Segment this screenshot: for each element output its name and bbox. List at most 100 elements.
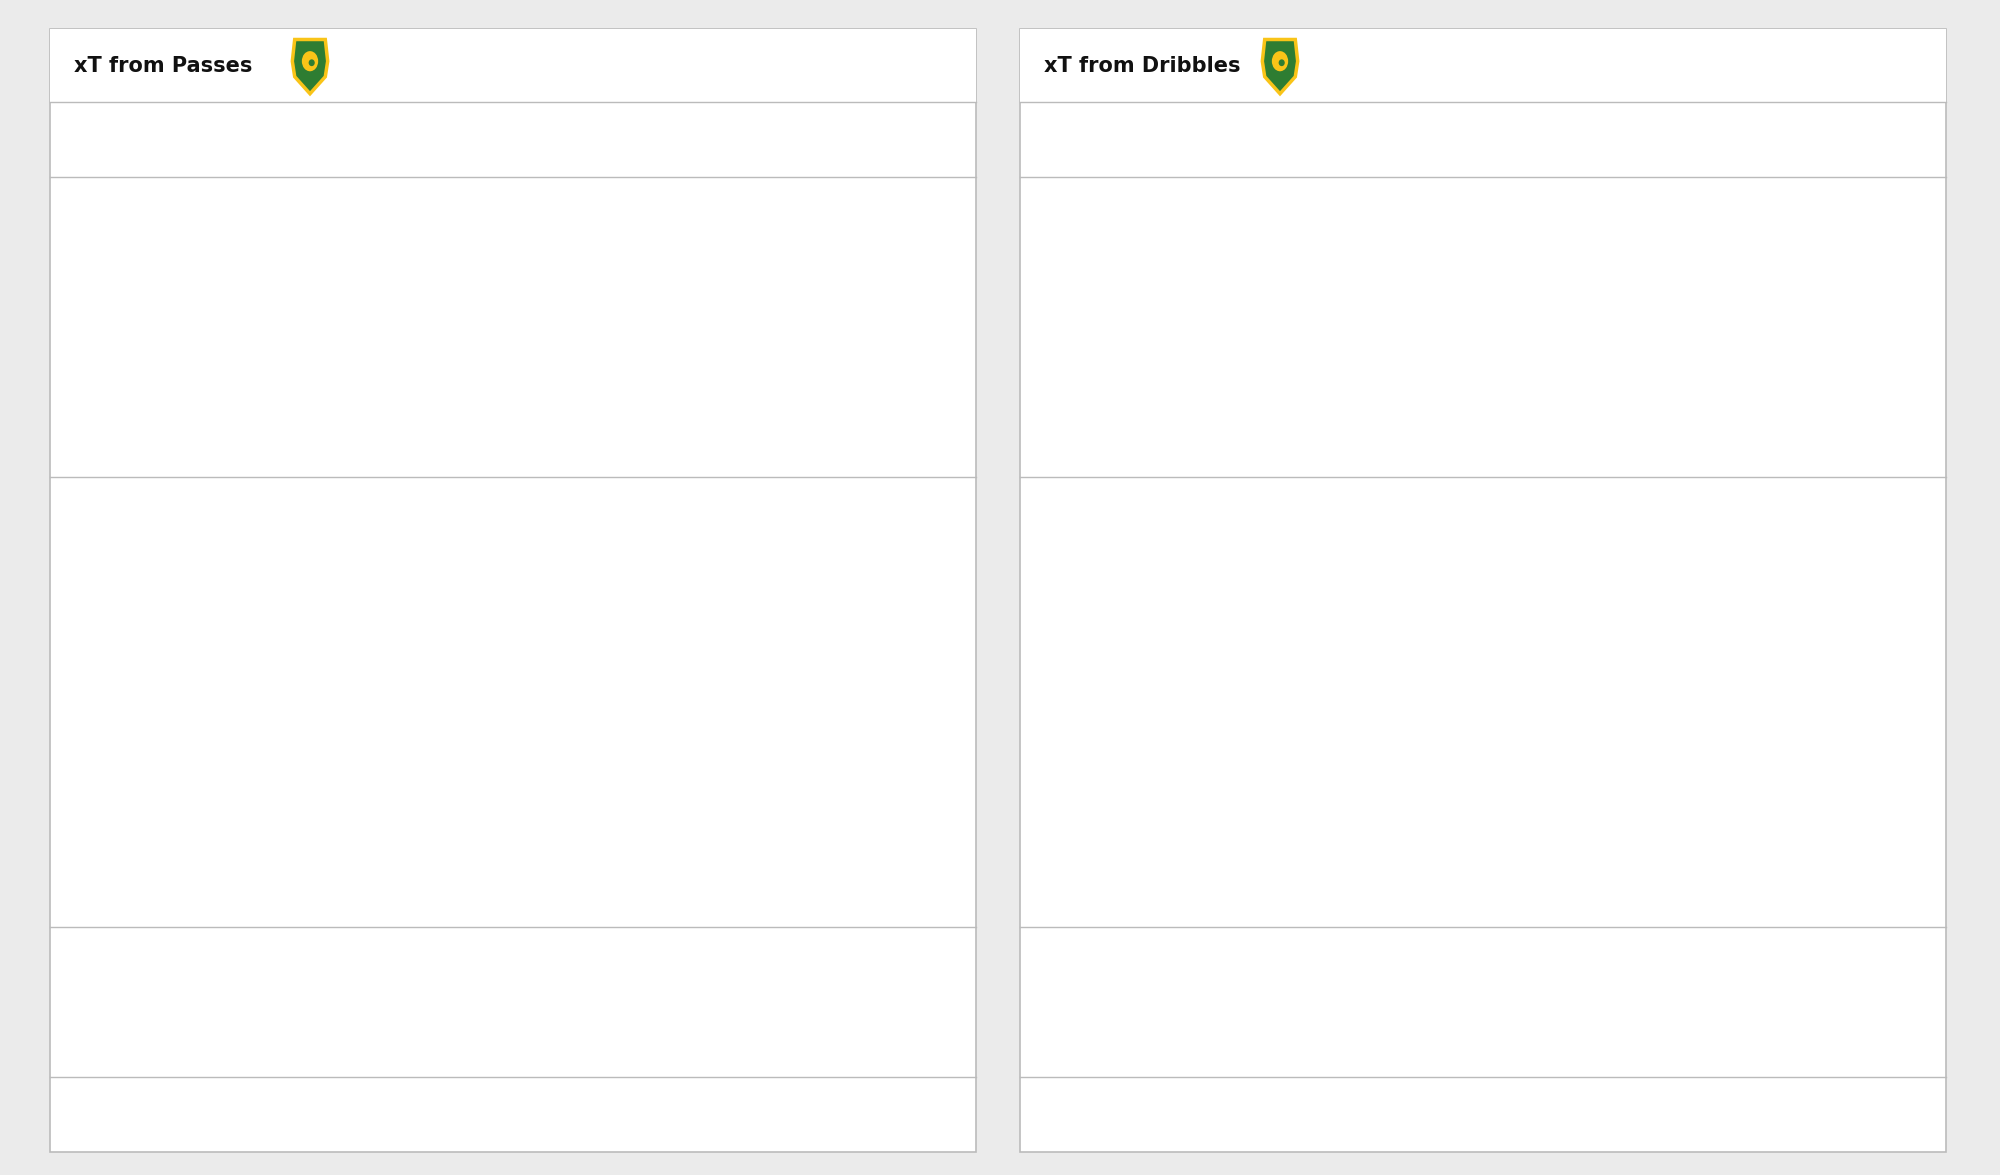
Bar (516, 270, 570, 311)
Bar (570, 270, 866, 311)
Ellipse shape (1272, 52, 1288, 72)
Text: -0.001: -0.001 (524, 209, 562, 222)
Bar (1564, 570, 1574, 611)
Text: Przemyslaw Placheta: Przemyslaw Placheta (68, 583, 208, 596)
Text: 0: 0 (1548, 360, 1554, 372)
Bar (460, 495, 570, 536)
Bar (570, 419, 638, 461)
Bar (570, 644, 722, 685)
Text: 0.05: 0.05 (622, 958, 648, 971)
Text: -0.044: -0.044 (488, 584, 524, 597)
Text: Todd Cantwell: Todd Cantwell (1038, 658, 1130, 671)
Text: Kenny McLean: Kenny McLean (68, 658, 164, 671)
Text: Null: Null (68, 1108, 94, 1121)
Text: 0: 0 (1572, 134, 1580, 147)
Bar (554, 419, 570, 461)
Bar (498, 1019, 570, 1060)
Text: -0.086: -0.086 (452, 1033, 490, 1046)
Text: xT from Passes: xT from Passes (74, 56, 252, 76)
Text: 0.005: 0.005 (1582, 584, 1616, 597)
Text: Adam Uche Idah: Adam Uche Idah (68, 1033, 178, 1046)
Text: 0.18: 0.18 (732, 658, 758, 671)
Bar (570, 719, 680, 760)
Text: -0.027: -0.027 (502, 958, 540, 971)
Text: Brandon Williams: Brandon Williams (68, 283, 184, 296)
Bar (570, 1094, 596, 1135)
Text: 0: 0 (1572, 958, 1580, 971)
Text: 0: 0 (1548, 134, 1554, 147)
Text: Jacob  Lungi Sorensen: Jacob Lungi Sorensen (68, 733, 214, 746)
Text: Max Aarons: Max Aarons (1038, 358, 1116, 371)
Text: Billy Gilmour: Billy Gilmour (68, 508, 152, 521)
Text: 0.28: 0.28 (816, 360, 842, 372)
Text: Tim Krul: Tim Krul (68, 133, 122, 146)
Bar (570, 345, 808, 387)
Text: -0.065: -0.065 (470, 284, 508, 297)
Text: 0.011: 0.011 (1596, 209, 1628, 222)
Text: -0.012: -0.012 (1492, 209, 1530, 222)
Text: xT from Dribbles: xT from Dribbles (1044, 56, 1240, 76)
Text: 0.03: 0.03 (604, 882, 630, 897)
Text: -0.12: -0.12 (430, 360, 460, 372)
Bar (570, 1019, 596, 1060)
Bar (1546, 495, 1564, 536)
Text: -0.131: -0.131 (414, 509, 452, 522)
Text: 0.13: 0.13 (690, 733, 716, 746)
Text: Adam Uche Idah: Adam Uche Idah (1038, 1033, 1148, 1046)
Ellipse shape (1278, 59, 1284, 66)
Bar (570, 944, 612, 985)
Bar (570, 868, 596, 911)
Text: -0.057: -0.057 (476, 882, 514, 897)
Text: -0.008: -0.008 (1500, 509, 1538, 522)
Text: Ozan Muhammed Kabak: Ozan Muhammed Kabak (68, 434, 230, 446)
Text: Todd Cantwell: Todd Cantwell (68, 882, 160, 895)
Text: 0: 0 (1572, 1033, 1580, 1046)
Polygon shape (292, 40, 328, 94)
Text: Ben Gibson: Ben Gibson (68, 208, 144, 221)
Text: 0: 0 (1548, 1033, 1554, 1046)
Bar (534, 570, 570, 611)
Text: 0: 0 (1548, 958, 1554, 971)
Ellipse shape (302, 52, 318, 72)
Text: Teemu Pukki: Teemu Pukki (1038, 958, 1122, 971)
Text: -0.055: -0.055 (478, 658, 516, 671)
Bar (570, 794, 656, 835)
Text: 0.27: 0.27 (808, 584, 834, 597)
Text: -0.059: -0.059 (474, 808, 512, 821)
Text: 0.03: 0.03 (604, 1108, 630, 1121)
Text: 0: 0 (554, 134, 562, 147)
Text: 0: 0 (1548, 284, 1554, 297)
Text: -0.039: -0.039 (492, 1108, 530, 1121)
Bar (570, 195, 884, 236)
Text: 0.3: 0.3 (832, 509, 852, 522)
Text: 0: 0 (1548, 882, 1554, 897)
Text: Jacob  Lungi Sorensen: Jacob Lungi Sorensen (1038, 807, 1184, 821)
Ellipse shape (308, 59, 314, 66)
Text: 0: 0 (1572, 360, 1580, 372)
Bar (1564, 195, 1586, 236)
Text: Null: Null (1038, 1108, 1064, 1121)
Bar (524, 644, 570, 685)
Bar (548, 944, 570, 985)
Text: 0.129: 0.129 (1846, 509, 1880, 522)
Text: 0.37: 0.37 (892, 209, 918, 222)
Text: 0: 0 (1572, 882, 1580, 897)
Polygon shape (1262, 40, 1298, 94)
Text: 0: 0 (1572, 284, 1580, 297)
Text: 0.04: 0.04 (614, 134, 640, 147)
Text: Ozan Muhammed Kabak: Ozan Muhammed Kabak (1038, 283, 1200, 296)
Bar (570, 570, 798, 611)
Bar (570, 495, 824, 536)
Text: 0: 0 (1548, 733, 1554, 746)
Text: -0.059: -0.059 (474, 733, 512, 746)
Text: 0.1: 0.1 (664, 808, 682, 821)
Text: 0: 0 (1572, 1108, 1580, 1121)
Text: 0: 0 (1548, 1108, 1554, 1121)
Text: Billy Gilmour: Billy Gilmour (1038, 882, 1122, 895)
Bar (1538, 195, 1564, 236)
Text: -0.02: -0.02 (514, 434, 546, 446)
Text: 0.08: 0.08 (646, 434, 672, 446)
Text: 0.03: 0.03 (604, 1033, 630, 1046)
Text: 0.35: 0.35 (874, 284, 900, 297)
Text: Tim Krul: Tim Krul (1038, 133, 1092, 146)
